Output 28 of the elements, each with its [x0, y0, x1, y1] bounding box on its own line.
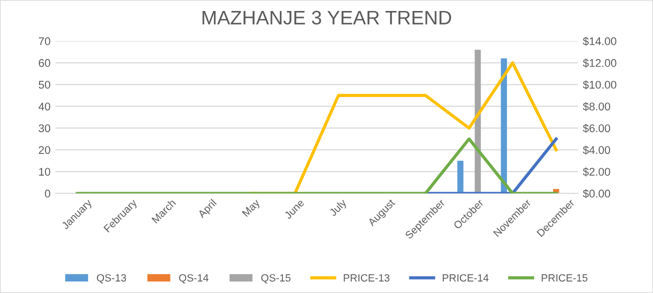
y-tick-label: 40 [38, 102, 50, 110]
y2-tick-label: $8.00 [582, 102, 610, 112]
legend-label: QS-14 [179, 274, 208, 284]
y2-tick-label: $0.00 [582, 189, 610, 198]
y2-tick-label: $12.00 [582, 58, 616, 68]
y2-tick-label: $14.00 [582, 36, 616, 46]
y-tick-label: 70 [38, 37, 50, 46]
bar [457, 160, 464, 194]
legend-label: QS-13 [96, 274, 126, 284]
legend-label: PRICE-15 [542, 274, 588, 282]
legend-label: PRICE-14 [442, 274, 489, 282]
y2-tick-label: $10.00 [582, 80, 616, 90]
legend-label: PRICE-13 [344, 274, 390, 282]
y-tick-label: 60 [38, 59, 50, 67]
y-tick-label: 30 [38, 124, 50, 132]
y2-tick-label: $4.00 [582, 146, 610, 155]
x-tick-label: July [328, 198, 348, 218]
bar [474, 50, 481, 194]
y-tick-label: 0 [44, 190, 50, 198]
y2-tick-label: $6.00 [582, 124, 610, 133]
chart-title: MAZHANJE 3 YEAR TREND [202, 10, 452, 25]
x-tick-label: May [242, 198, 262, 218]
y-tick-label: 50 [38, 80, 50, 89]
bar [500, 58, 507, 194]
y-tick-label: 10 [39, 168, 50, 176]
y-tick-label: 20 [38, 146, 50, 154]
y2-tick-label: $2.00 [582, 167, 610, 176]
legend-label: QS-15 [261, 274, 290, 284]
